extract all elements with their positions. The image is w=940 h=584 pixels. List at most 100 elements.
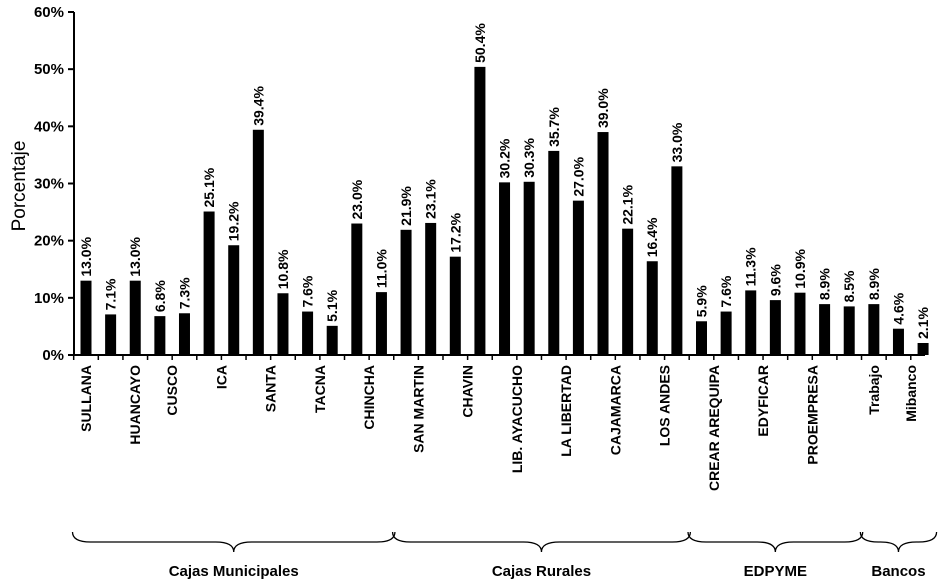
x-category-label: Mibanco bbox=[903, 365, 919, 422]
data-label: 33.0% bbox=[669, 122, 685, 162]
data-label: 22.1% bbox=[620, 184, 636, 224]
data-label: 11.3% bbox=[743, 247, 759, 286]
data-label: 35.7% bbox=[546, 107, 562, 147]
y-tick-label: 30% bbox=[34, 176, 64, 193]
data-label: 27.0% bbox=[570, 156, 586, 196]
x-category-label: Trabajo bbox=[866, 365, 882, 415]
data-label: 9.6% bbox=[767, 264, 783, 296]
bars bbox=[80, 66, 929, 355]
x-category-label: CUSCO bbox=[164, 365, 180, 416]
data-label: 23.0% bbox=[349, 179, 365, 219]
bar bbox=[622, 228, 634, 355]
x-category-label: SULLANA bbox=[78, 365, 94, 432]
data-label: 17.2% bbox=[447, 212, 463, 252]
data-label: 30.3% bbox=[521, 138, 537, 178]
data-label: 39.0% bbox=[595, 88, 611, 128]
x-category-label: ICA bbox=[213, 365, 229, 389]
data-label: 4.6% bbox=[890, 292, 906, 324]
bar bbox=[646, 261, 658, 355]
data-label: 5.1% bbox=[324, 289, 340, 321]
x-category-label: PROEMPRESA bbox=[804, 365, 820, 465]
data-label: 10.8% bbox=[275, 249, 291, 289]
bar bbox=[597, 132, 609, 355]
bar bbox=[868, 304, 880, 355]
data-label: 8.5% bbox=[841, 270, 857, 302]
data-label: 7.1% bbox=[103, 278, 119, 310]
data-labels: 13.0% 7.1% 13.0% 6.8% 7.3% 25.1% 19.2% 39.4% 10.… bbox=[78, 23, 931, 339]
data-label: 6.8% bbox=[152, 280, 168, 312]
bar bbox=[449, 256, 461, 355]
bar bbox=[671, 166, 683, 355]
group-label: Cajas Municipales bbox=[169, 563, 299, 580]
data-label: 50.4% bbox=[472, 23, 488, 63]
x-category-label: CAJAMARCA bbox=[607, 365, 623, 455]
bar bbox=[154, 316, 166, 355]
data-label: 8.9% bbox=[817, 268, 833, 300]
data-label: 16.4% bbox=[644, 217, 660, 257]
bar bbox=[228, 245, 240, 355]
bar bbox=[769, 300, 781, 355]
x-category-label: LOS ANDES bbox=[657, 365, 673, 446]
data-label: 7.3% bbox=[176, 277, 192, 309]
x-category-label: SANTA bbox=[263, 365, 279, 412]
bar bbox=[400, 229, 412, 355]
group-brace bbox=[859, 531, 938, 553]
x-category-label: LA LIBERTAD bbox=[558, 365, 574, 457]
bar bbox=[523, 181, 535, 355]
y-axis-title: Porcentaje bbox=[9, 141, 30, 232]
y-tick-label: 0% bbox=[42, 347, 64, 364]
bar bbox=[105, 314, 117, 355]
bar bbox=[80, 280, 92, 355]
bar bbox=[720, 311, 732, 355]
data-label: 11.0% bbox=[373, 249, 389, 288]
group-brace bbox=[391, 531, 692, 553]
group-brace bbox=[71, 531, 396, 553]
group-label: Cajas Rurales bbox=[492, 563, 591, 580]
data-label: 10.9% bbox=[792, 248, 808, 288]
bar bbox=[843, 306, 855, 355]
y-tick-label: 20% bbox=[34, 233, 64, 250]
bar bbox=[252, 129, 264, 355]
group-label: Bancos bbox=[871, 563, 925, 580]
data-label: 23.1% bbox=[423, 179, 439, 219]
bar bbox=[277, 293, 289, 355]
group-braces: Cajas Municipales Cajas Rurales EDPYME Banc… bbox=[71, 531, 938, 580]
x-category-label: EDYFICAR bbox=[755, 365, 771, 437]
y-tick-label: 60% bbox=[34, 4, 64, 21]
data-label: 21.9% bbox=[398, 186, 414, 226]
bar bbox=[129, 280, 141, 355]
data-label: 8.9% bbox=[866, 268, 882, 300]
bar bbox=[745, 290, 757, 355]
bar bbox=[696, 321, 707, 355]
data-label: 13.0% bbox=[78, 236, 94, 276]
bar bbox=[819, 304, 831, 355]
bar bbox=[917, 342, 929, 355]
x-category-label: LIB. AYACUCHO bbox=[509, 365, 525, 473]
data-label: 25.1% bbox=[201, 167, 217, 207]
bar bbox=[572, 200, 584, 355]
axes: 0% 10% 20% 30% 40% 50% 60% bbox=[34, 4, 925, 364]
data-label: 7.6% bbox=[300, 275, 316, 307]
data-label: 19.2% bbox=[226, 201, 242, 241]
x-category-label: CHINCHA bbox=[361, 365, 377, 430]
data-label: 5.9% bbox=[694, 285, 710, 317]
y-tick-label: 10% bbox=[34, 290, 64, 307]
x-category-label: CHAVIN bbox=[460, 365, 476, 418]
data-label: 13.0% bbox=[127, 236, 143, 276]
y-tick-label: 50% bbox=[34, 61, 64, 78]
bar bbox=[794, 292, 806, 355]
bar bbox=[892, 328, 904, 355]
data-label: 2.1% bbox=[915, 307, 931, 339]
x-category-label: CREAR AREQUIPA bbox=[706, 365, 722, 491]
bar bbox=[548, 150, 560, 355]
x-axis-labels: SULLANA HUANCAYO CUSCO ICA SANTA TACNA CHINCHA… bbox=[78, 365, 919, 491]
data-label: 7.6% bbox=[718, 275, 734, 307]
bar bbox=[474, 66, 486, 355]
bar bbox=[375, 292, 387, 355]
group-brace bbox=[687, 531, 864, 553]
x-category-label: SAN MARTIN bbox=[410, 365, 426, 453]
x-category-label: TACNA bbox=[312, 365, 328, 413]
bar bbox=[326, 325, 338, 355]
bar bbox=[203, 211, 215, 355]
